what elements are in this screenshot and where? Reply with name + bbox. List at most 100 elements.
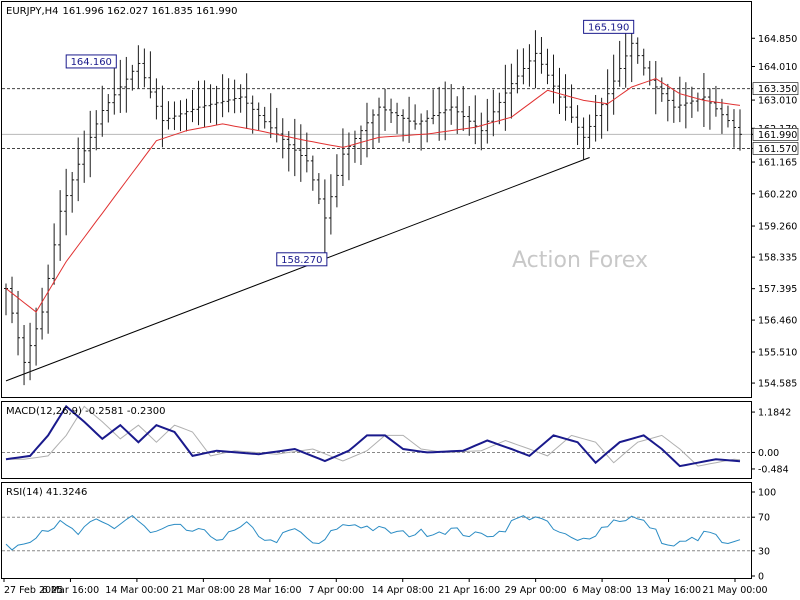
ohlc-bar [707,88,712,130]
price-tick-label: 154.585 [758,379,797,390]
ohlc-bar [683,82,688,129]
price-tick-label: 161.990 [758,130,797,141]
ohlc-bar [304,132,309,173]
macd-tick-label: 1.1842 [758,408,791,419]
price-annotations: 164.160 158.270 165.190 [65,19,635,267]
rsi-tick-label: 70 [758,513,770,524]
ohlc-bar [551,54,556,104]
ohlc-bar [58,190,63,261]
rsi-tick-label: 0 [758,572,764,583]
ohlc-bar [160,85,165,148]
ohlc-bar [635,37,640,64]
ohlc-bar [659,77,664,102]
ohlc-bar [184,98,189,132]
ohlc-bar [118,59,123,113]
annotation-label: 164.160 [71,57,112,68]
ohlc-bar [731,109,736,148]
chart-ohlc: 161.996 162.027 161.835 161.990 [63,6,238,17]
price-annotation: 165.190 [583,19,635,34]
ohlc-bar [605,69,610,132]
ohlc-bar [719,98,724,134]
ohlc-bar [130,64,135,91]
chart-header: EURJPY,H4 161.996 162.027 161.835 161.990 [6,6,237,17]
trendline-layer [5,157,590,382]
time-tick-label: 27 Feb 2025 [4,585,63,596]
rsi-tick-label: 100 [758,488,776,499]
ohlc-bar [112,61,117,115]
time-tick-label: 21 May 00:00 [702,585,767,596]
ohlc-bar [358,125,363,165]
ohlc-bar [214,85,219,126]
ohlc-bar [364,102,369,158]
ohlc-bar [539,37,544,74]
ohlc-bar [256,102,261,131]
ohlc-bar [322,179,327,260]
ohlc-bar [22,324,27,386]
ohlc-bar [671,89,676,123]
ohlc-bar [202,80,207,128]
ohlc-bar [76,137,81,202]
ohlc-bar [106,94,111,123]
watermark: Action Forex [512,248,648,273]
time-tick-label: 29 Apr 00:00 [505,585,567,596]
ohlc-bar [461,86,466,131]
ohlc-bar [328,174,333,235]
ohlc-bar [641,48,646,76]
ohlc-bar [148,51,153,99]
macd-label: MACD(12,26,9) -0.2581 -0.2300 [6,406,166,417]
macd-indicator [2,404,751,468]
ohlc-bar [52,223,57,285]
ohlc-bar [575,105,580,146]
ohlc-bar [298,124,303,182]
ohlc-bar [569,84,574,123]
ohlc-bar [587,114,592,148]
ohlc-bar [425,110,430,143]
ohlc-bar [521,48,526,85]
ohlc-bar [238,84,243,113]
ohlc-bar [383,88,388,131]
price-label-box [752,142,799,155]
price-tick-label: 156.460 [758,316,797,327]
time-tick-label: 21 Apr 16:00 [438,585,500,596]
rsi-label: RSI(14) 41.3246 [6,487,87,498]
price-tick-label: 157.395 [758,284,797,295]
uptrend-line [5,157,590,382]
time-tick-label: 6 Mar 16:00 [42,585,99,596]
ohlc-bar [581,117,586,160]
ohlc-bar [154,78,159,120]
moving-average-layer [5,78,741,313]
ohlc-bar [310,155,315,191]
rsi-axis: 100 70 30 0 [751,488,776,583]
ohlc-bar [352,130,357,163]
ohlc-bar [232,79,237,114]
ohlc-bar [94,110,99,151]
price-tick-label: 163.350 [758,84,797,95]
ohlc-bar [497,92,502,125]
ohlc-bar [220,74,225,118]
ohlc-bar [334,154,339,208]
ohlc-bar [563,74,568,121]
ohlc-bar [443,81,448,141]
ohlc-bar [172,101,177,131]
price-tick-label: 163.010 [758,96,797,107]
ohlc-bar [431,89,436,125]
ohlc-bar [491,89,496,137]
ohlc-bar [557,67,562,115]
ohlc-bar [268,93,273,139]
ohlc-bar [34,307,39,366]
ohlc-bar [623,32,628,88]
ohlc-bar [10,276,15,324]
ohlc-bar [100,85,105,137]
ohlc-bar [88,110,93,178]
ohlc-bar [738,109,742,151]
time-tick-label: 14 Apr 08:00 [372,585,434,596]
ohlc-bar [166,101,171,130]
price-tick-label: 161.570 [758,144,797,155]
time-tick-label: 6 May 08:00 [573,585,632,596]
ohlc-bar [467,105,472,136]
ohlc-bar [713,85,718,117]
ohlc-bar [136,45,141,89]
price-axis: 164.850164.010163.350163.010162.170161.9… [751,34,799,390]
